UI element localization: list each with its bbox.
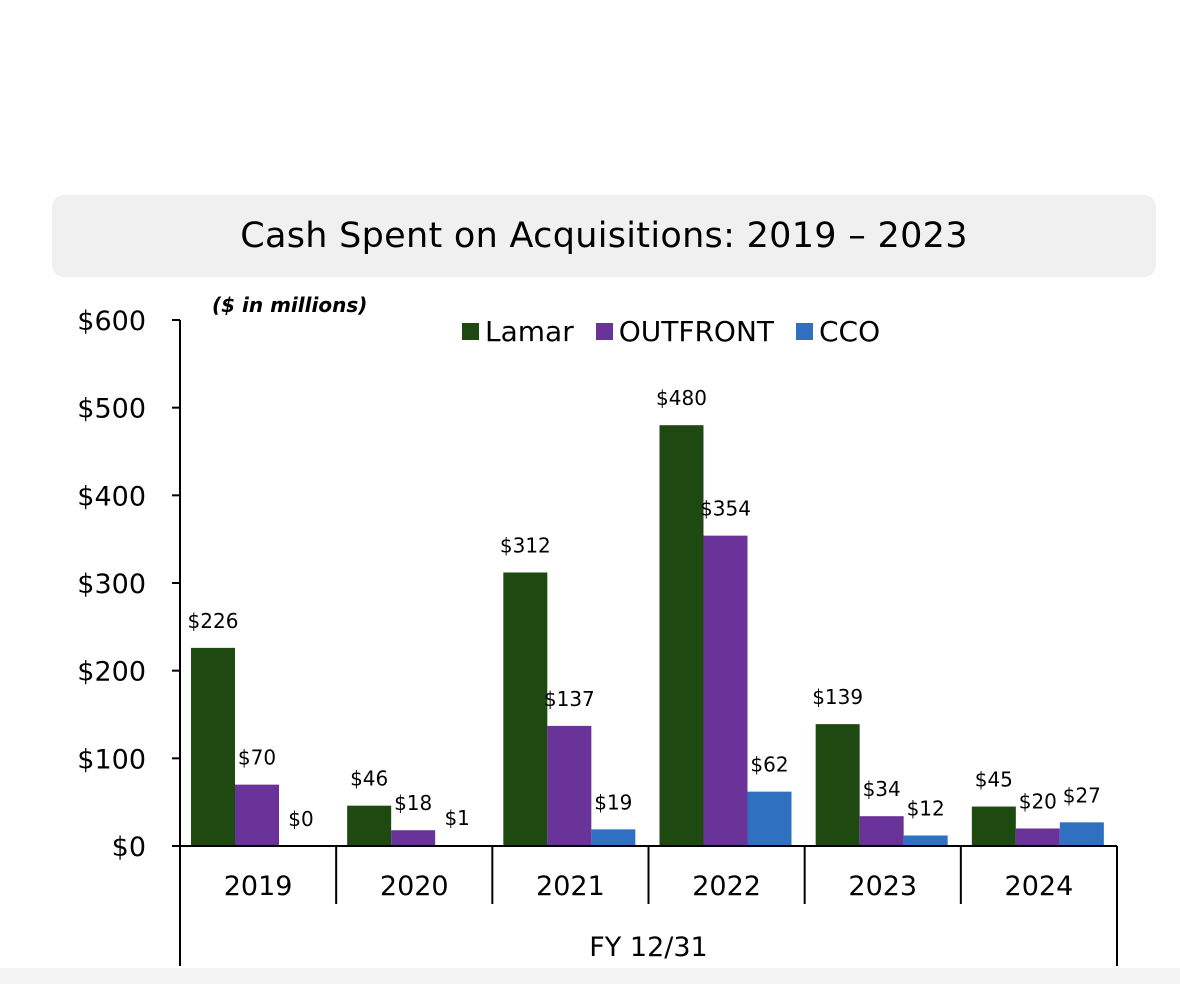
y-tick-label: $300 [77,569,146,600]
x-tick-label: 2024 [1005,871,1074,902]
data-label: $312 [500,533,551,557]
y-tick-label: $0 [112,832,146,863]
data-label: $480 [656,386,707,410]
bottom-strip [0,968,1180,984]
data-label: $139 [812,685,863,709]
data-label: $46 [350,767,388,791]
data-label: $12 [907,796,945,820]
bar-outfront-2020 [391,830,436,846]
legend-item-cco: CCO [796,315,880,348]
data-label: $27 [1063,783,1101,807]
data-label: $20 [1019,789,1057,813]
data-label: $0 [288,807,313,831]
legend-label-outfront: OUTFRONT [618,314,774,348]
bar-lamar-2019 [191,647,235,846]
bar-cco-2021 [591,829,636,846]
y-tick-label: $200 [77,657,146,688]
x-tick-label: 2021 [536,871,605,902]
data-label: $137 [544,687,595,711]
bar-lamar-2024 [971,806,1016,846]
data-label: $226 [188,609,239,633]
data-label: $70 [238,746,276,770]
bar-cco-2022 [747,791,792,846]
x-tick-label: 2020 [380,871,449,902]
data-label: $19 [594,790,632,814]
legend-swatch-lamar [462,322,479,340]
legend-swatch-cco [796,322,813,340]
chart-title-box: Cash Spent on Acquisitions: 2019 – 2023 [52,195,1156,277]
bar-outfront-2024 [1015,828,1060,846]
chart-legend: Lamar OUTFRONT CCO [462,314,902,348]
legend-label-lamar: Lamar [485,314,574,348]
bar-cco-2023 [903,835,948,846]
bar-lamar-2020 [347,805,392,846]
x-tick-label: 2019 [224,871,293,902]
bar-outfront-2023 [859,816,904,846]
data-label: $34 [863,777,901,801]
bar-outfront-2021 [547,725,592,846]
data-label: $62 [750,753,788,777]
bar-cco-2024 [1059,822,1104,846]
data-label: $18 [394,791,432,815]
y-tick-label: $500 [77,394,146,425]
legend-label-cco: CCO [819,314,881,348]
y-tick-label: $400 [77,481,146,512]
bar-lamar-2022 [659,425,704,846]
x-axis-title: FY 12/31 [589,932,707,963]
legend-swatch-outfront [595,322,613,340]
data-label: $1 [444,806,469,830]
bar-outfront-2022 [703,535,748,846]
y-tick-label: $600 [77,306,146,337]
data-label: $354 [700,497,751,521]
legend-item-lamar: Lamar [462,315,574,348]
units-note: ($ in millions) [212,293,368,317]
legend-item-outfront: OUTFRONT [595,314,774,348]
bar-lamar-2023 [815,724,860,846]
y-tick-label: $100 [77,744,146,775]
x-tick-label: 2022 [692,871,761,902]
data-label: $45 [975,768,1013,792]
x-tick-label: 2023 [848,871,917,902]
chart-title: Cash Spent on Acquisitions: 2019 – 2023 [240,216,968,256]
bar-outfront-2019 [235,784,279,846]
bar-lamar-2021 [503,572,548,846]
